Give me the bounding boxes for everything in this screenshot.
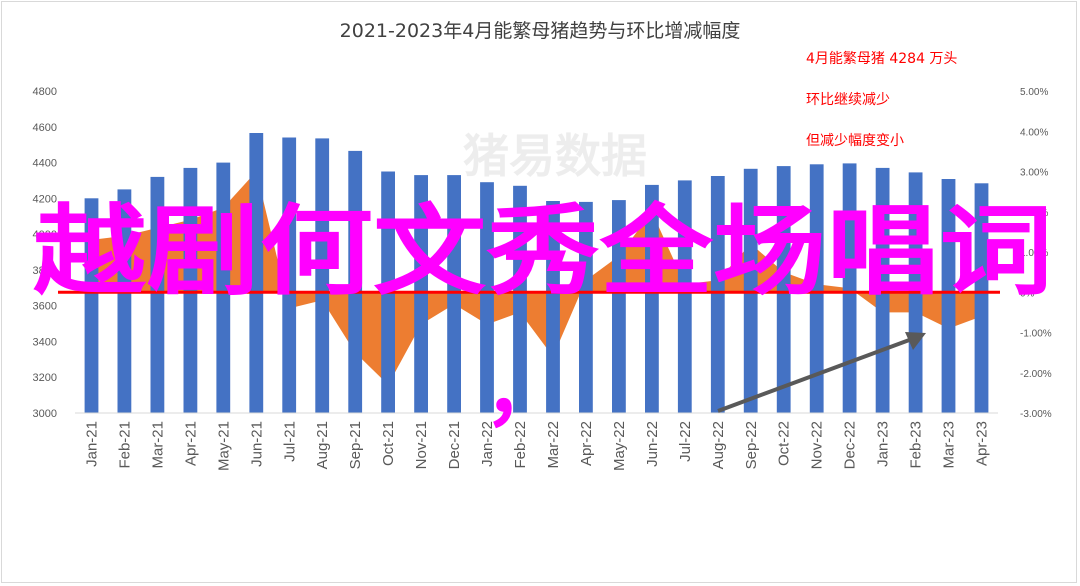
bar: [447, 175, 461, 413]
bar: [414, 175, 428, 413]
bar: [183, 167, 198, 413]
bar: [84, 198, 99, 413]
watermark-text: 猪易数据: [463, 129, 647, 183]
x-axis-tick-label: Dec-22: [842, 421, 859, 469]
x-axis-tick-label: Apr-23: [974, 421, 991, 466]
x-axis-tick-label: May-21: [215, 421, 232, 471]
left-axis-tick-label: 3800: [33, 265, 57, 277]
x-axis-tick-label: Sep-22: [743, 421, 760, 469]
right-axis-tick-label: 1.00%: [1020, 248, 1048, 259]
bar: [249, 133, 264, 413]
left-axis-tick-label: 4200: [33, 193, 57, 205]
x-axis-tick-label: Feb-22: [512, 421, 529, 469]
bar: [282, 137, 297, 413]
right-axis-tick-label: 0%: [1020, 288, 1035, 299]
bar: [315, 138, 330, 413]
annotation-arrow-head: [905, 332, 926, 350]
bar: [941, 179, 956, 413]
right-axis-tick-label: -3.00%: [1020, 409, 1052, 420]
bar: [677, 180, 692, 413]
bar: [612, 200, 626, 413]
right-axis-tick-label: 5.00%: [1020, 87, 1048, 98]
bar: [150, 176, 165, 413]
right-axis-tick-label: 3.00%: [1020, 168, 1048, 179]
x-axis-tick-label: Nov-21: [413, 421, 430, 469]
x-axis-tick-label: Jun-22: [644, 421, 661, 467]
right-axis-tick-label: -1.00%: [1020, 329, 1052, 340]
x-axis-tick-label: Aug-21: [314, 421, 331, 469]
x-axis-tick-label: Oct-22: [776, 421, 793, 466]
x-axis-tick-label: Jan-21: [83, 421, 100, 467]
left-axis-tick-label: 3200: [33, 372, 57, 384]
bar: [809, 164, 824, 413]
x-axis-tick-label: Jul-21: [281, 421, 298, 462]
x-axis-tick-label: Jan-23: [875, 421, 892, 467]
area-series-mom-change: [91, 171, 982, 385]
left-axis-tick-label: 3000: [33, 408, 57, 420]
right-axis-tick-label: -2.00%: [1020, 369, 1052, 380]
bar: [579, 201, 593, 413]
x-axis-tick-label: Mar-23: [941, 421, 958, 469]
overlay-comma: ，: [484, 344, 564, 437]
overlay-text: 越剧何文秀全场唱词: [33, 195, 1053, 309]
x-axis-tick-label: Mar-22: [545, 421, 562, 469]
bar: [216, 162, 231, 413]
x-axis-tick-label: Aug-22: [710, 421, 727, 469]
left-axis-tick-label: 4800: [33, 86, 57, 98]
bar: [776, 166, 791, 413]
x-axis-tick-label: Apr-21: [182, 421, 199, 466]
x-axis-tick-label: Sep-21: [347, 421, 364, 469]
bar: [480, 182, 494, 413]
x-axis-tick-label: Oct-21: [380, 421, 397, 466]
chart-title: 2021-2023年4月能繁母猪趋势与环比增减幅度: [340, 20, 741, 42]
x-axis-tick-label: Feb-23: [908, 421, 925, 469]
left-axis-tick-label: 4000: [33, 229, 57, 241]
left-axis-tick-label: 3600: [33, 301, 57, 313]
annotation-arrow-shaft: [717, 337, 913, 413]
bar: [117, 189, 132, 413]
x-axis-tick-label: Jun-21: [248, 421, 265, 467]
left-axis-tick-label: 4600: [33, 122, 57, 134]
bar: [842, 163, 857, 413]
x-axis-tick-label: Feb-21: [116, 421, 133, 469]
bar: [710, 176, 725, 413]
x-axis-tick-label: May-22: [611, 421, 628, 471]
bar: [513, 185, 527, 413]
annotation-text: 但减少幅度变小: [806, 133, 904, 149]
annotation-text: 4月能繁母猪 4284 万头: [806, 51, 957, 67]
left-axis-tick-label: 4400: [33, 158, 57, 170]
bar: [546, 201, 560, 413]
annotation-text: 环比继续减少: [806, 91, 890, 108]
x-axis-tick-label: Mar-21: [149, 421, 166, 469]
x-axis-tick-label: Apr-22: [578, 421, 595, 466]
x-axis-tick-label: Jan-22: [479, 421, 496, 467]
bar: [645, 184, 659, 413]
left-axis-tick-label: 3400: [33, 336, 57, 348]
right-axis-tick-label: 2.00%: [1020, 208, 1048, 219]
bar: [974, 183, 989, 413]
bar: [348, 150, 363, 413]
x-axis-tick-label: Jul-22: [677, 421, 694, 462]
x-axis-tick-label: Dec-21: [446, 421, 463, 469]
x-axis-tick-label: Nov-22: [809, 421, 826, 469]
right-axis-tick-label: 4.00%: [1020, 127, 1048, 138]
